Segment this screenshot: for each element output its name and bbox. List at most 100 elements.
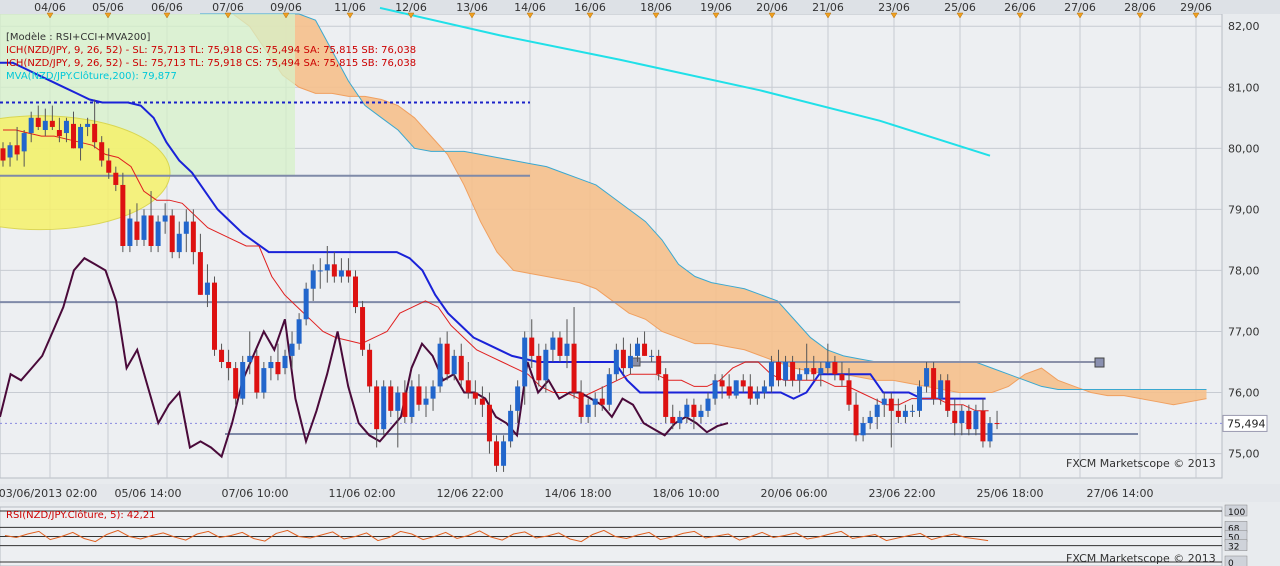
candle-body — [987, 423, 993, 442]
candle-body — [345, 270, 351, 277]
candle-body — [388, 386, 394, 411]
top-date-label: 04/06 — [34, 1, 66, 14]
candle-body — [550, 337, 556, 350]
candle-body — [240, 362, 246, 399]
candle-body — [719, 380, 725, 387]
date-marker-icon — [224, 12, 232, 19]
candle-body — [134, 221, 140, 240]
date-marker-icon — [768, 12, 776, 19]
candle-body — [698, 410, 704, 417]
top-date-bar — [0, 0, 1280, 14]
candle-body — [169, 215, 175, 253]
candle-body — [931, 368, 937, 399]
date-marker-icon — [890, 12, 898, 19]
candle-body — [42, 120, 48, 130]
top-date-label: 07/06 — [212, 1, 244, 14]
candle-body — [768, 362, 774, 387]
legend-entry: ICH(NZD/JPY, 9, 26, 52) - SL: 75,713 TL:… — [6, 45, 416, 56]
y-tick-label: 77,00 — [1228, 325, 1260, 338]
candle-body — [35, 117, 41, 127]
candle-body — [324, 264, 330, 271]
candle-body — [825, 362, 831, 369]
line-handle — [631, 357, 641, 367]
candle-body — [381, 386, 387, 430]
candle-body — [895, 410, 901, 417]
candle-body — [247, 355, 253, 362]
date-marker-icon — [104, 12, 112, 19]
tenkan-line — [3, 129, 989, 412]
candle-body — [21, 133, 27, 152]
candle-body — [501, 441, 507, 466]
candle-body — [49, 120, 55, 127]
candle-body — [494, 441, 499, 466]
candle-body — [776, 362, 781, 381]
candle-body — [649, 355, 655, 357]
candle-body — [92, 123, 98, 143]
senkou-a-line — [200, 13, 1207, 406]
candle-body — [310, 270, 316, 289]
rsi-line — [4, 529, 989, 543]
candle-body — [430, 386, 436, 399]
candle-body — [635, 343, 640, 356]
bottom-date-label: 23/06 22:00 — [869, 487, 936, 500]
date-marker-icon — [652, 12, 660, 19]
candle-body — [811, 368, 817, 375]
candle-body — [804, 368, 810, 375]
candle-body — [712, 380, 718, 399]
top-date-label: 26/06 — [1004, 1, 1036, 14]
candle-body — [627, 355, 633, 369]
candle-body — [303, 288, 309, 320]
candle-body — [543, 349, 549, 381]
candle-body — [705, 398, 711, 411]
candle-body — [458, 355, 464, 381]
candle-body — [28, 117, 34, 134]
candle-body — [63, 120, 69, 134]
candle-body — [374, 386, 380, 430]
candle-body — [747, 386, 753, 399]
candle-body — [282, 355, 288, 369]
candle-body — [515, 386, 521, 411]
bottom-date-label: 14/06 18:00 — [545, 487, 612, 500]
senkou-b-line — [200, 13, 1207, 390]
candle-body — [395, 392, 401, 411]
candle-body — [296, 319, 302, 344]
date-marker-icon — [282, 12, 290, 19]
candle-body — [726, 386, 732, 396]
candle-body — [529, 337, 535, 356]
candle-body — [261, 368, 267, 393]
candle-body — [790, 362, 796, 381]
y-tick-label: 76,00 — [1228, 387, 1260, 400]
legend-entry: [Modèle : RSI+CCI+MVA200] — [6, 31, 150, 43]
candle-body — [522, 337, 528, 387]
candle-body — [367, 349, 373, 387]
candle-body — [14, 145, 20, 155]
candle-body — [761, 386, 767, 393]
rsi-tick-label: 100 — [1228, 508, 1245, 518]
date-marker-icon — [956, 12, 964, 19]
legend-entry: ICH(NZD/JPY, 9, 26, 52) - SL: 75,713 TL:… — [6, 58, 416, 69]
candle-body — [994, 423, 1000, 425]
candle-body — [599, 398, 605, 405]
candle-body — [564, 343, 570, 356]
top-date-label: 16/06 — [574, 1, 606, 14]
date-marker-icon — [346, 12, 354, 19]
candle-body — [783, 362, 789, 381]
watermark: FXCM Marketscope © 2013 — [1066, 457, 1216, 470]
candle-body — [980, 410, 986, 442]
candle-body — [99, 142, 105, 161]
candle-body — [0, 148, 6, 161]
candle-body — [162, 215, 168, 222]
candle-body — [973, 410, 979, 430]
candle-body — [465, 380, 471, 393]
candle-body — [204, 282, 210, 295]
date-marker-icon — [1076, 12, 1084, 19]
bottom-date-label: 25/06 18:00 — [977, 487, 1044, 500]
candle-body — [557, 337, 563, 356]
candle-body — [740, 380, 746, 387]
candle-body — [148, 215, 154, 246]
current-price-box — [1222, 414, 1268, 432]
mva200-line — [379, 6, 991, 157]
candle-body — [853, 404, 859, 436]
candle-body — [620, 349, 626, 369]
